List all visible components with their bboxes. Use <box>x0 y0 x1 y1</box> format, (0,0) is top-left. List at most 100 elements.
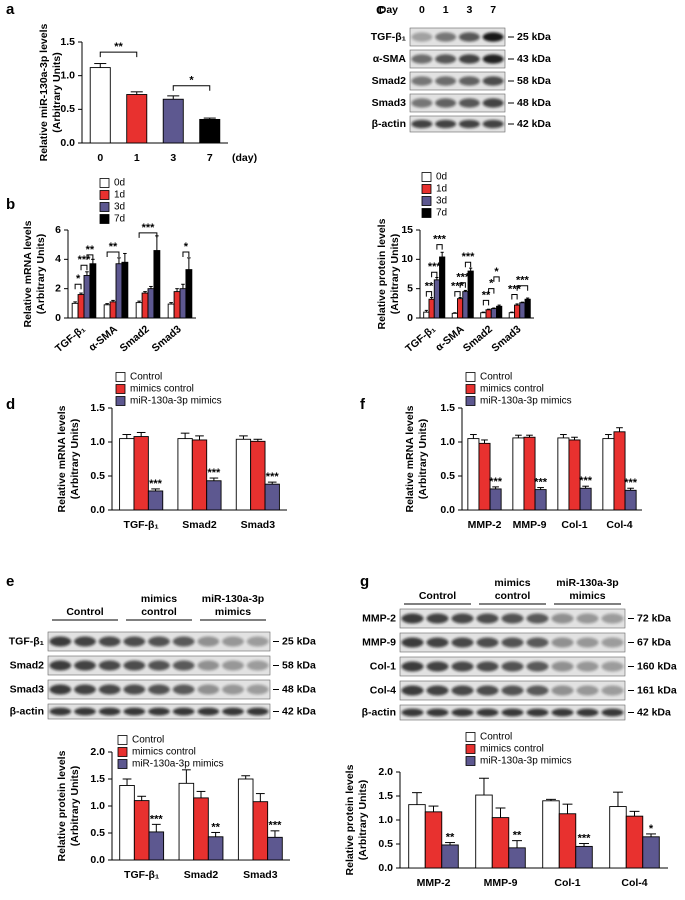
blot-band <box>426 613 449 624</box>
bar <box>77 294 85 319</box>
blot-band <box>576 661 599 672</box>
bar <box>575 845 593 869</box>
x-tick-label: α-SMA <box>86 323 120 354</box>
blot-strip <box>409 49 506 69</box>
blot-band <box>98 636 121 647</box>
blot-band <box>401 661 424 672</box>
blot-band <box>451 685 474 696</box>
legend-label: mimics control <box>480 384 544 395</box>
y-tick-label: 1.0 <box>378 814 393 826</box>
blot-band <box>426 708 449 717</box>
x-tick-label: MMP-9 <box>513 519 547 531</box>
legend-swatch <box>465 384 476 394</box>
bar <box>141 292 149 319</box>
y-axis-label: Relative protein levels <box>376 218 388 329</box>
bar <box>490 308 497 319</box>
bar <box>408 804 426 869</box>
significance: *** <box>428 261 442 273</box>
blot-band <box>482 32 504 42</box>
significance: *** <box>462 251 476 263</box>
legend-swatch <box>99 214 110 224</box>
y-tick-label: 0.0 <box>378 862 393 874</box>
x-tick-label: Col-4 <box>621 877 647 889</box>
group-label: control <box>141 606 177 618</box>
blot-band <box>501 613 524 624</box>
significance: *** <box>516 275 530 287</box>
y-axis-label: Relative protein levels <box>56 750 68 861</box>
blot-band <box>411 98 433 108</box>
bracket <box>80 264 88 271</box>
legend-swatch <box>115 396 126 406</box>
blot-band <box>482 54 504 64</box>
bracket <box>182 251 190 257</box>
significance: *** <box>207 467 221 479</box>
row-label: TGF-β₁ <box>371 31 406 43</box>
blot-band <box>451 708 474 717</box>
blot-band <box>551 637 574 648</box>
bar <box>133 800 150 861</box>
y-tick-label: 1.5 <box>90 402 105 414</box>
y-tick-label: 1.5 <box>90 773 105 785</box>
blot-band <box>451 637 474 648</box>
bar <box>83 275 91 319</box>
significance: * <box>489 278 494 290</box>
y-tick-label: 0.0 <box>90 854 105 866</box>
blot-band <box>411 32 433 42</box>
legend-swatch <box>99 202 110 212</box>
x-tick-label: Smad3 <box>489 323 523 354</box>
significance: *** <box>579 475 593 487</box>
significance: * <box>189 75 194 87</box>
blot-band <box>458 32 480 42</box>
blot-strip <box>409 115 506 133</box>
significance: *** <box>489 476 503 488</box>
row-label: TGF-β₁ <box>9 635 44 647</box>
legend-label: miR-130a-3p mimics <box>480 756 572 767</box>
bracket <box>106 251 120 257</box>
legend-swatch <box>421 172 432 182</box>
size-label: 25 kDa <box>282 635 316 647</box>
y-tick-label: 5 <box>407 282 413 294</box>
y-axis-label: Relative mRNA levels <box>22 220 34 327</box>
bar <box>558 813 577 869</box>
bar <box>451 312 458 319</box>
legend-label: 0d <box>114 178 125 189</box>
blot-band <box>476 637 499 648</box>
bar <box>523 436 536 511</box>
blot-band <box>476 661 499 672</box>
y-tick-label: 0.0 <box>440 504 455 516</box>
x-tick-label: Smad2 <box>461 323 495 354</box>
x-tick-label: MMP-9 <box>484 877 518 889</box>
blot-strip <box>409 93 506 113</box>
bar <box>126 94 148 144</box>
bar <box>252 801 269 861</box>
blot-band <box>426 661 449 672</box>
bar <box>579 487 592 511</box>
blot-band <box>49 684 72 695</box>
legend-swatch <box>465 732 476 742</box>
size-label: 42 kDa <box>517 118 551 130</box>
blot-band <box>246 707 269 716</box>
bar <box>485 309 492 319</box>
size-label: 48 kDa <box>282 683 316 695</box>
y-tick-label: 1.0 <box>440 436 455 448</box>
blot-band <box>148 660 170 671</box>
row-label: β-actin <box>10 705 44 717</box>
y-tick-label: 4 <box>55 253 61 265</box>
legend-swatch <box>421 184 432 194</box>
blot-band <box>49 660 72 671</box>
legend-label: 7d <box>436 208 447 219</box>
panel-letter: c <box>376 1 384 18</box>
y-tick-label: 0.5 <box>90 827 105 839</box>
bar <box>642 836 660 869</box>
blot-band <box>123 707 146 716</box>
row-label: Smad2 <box>372 75 407 87</box>
row-label: Smad2 <box>10 659 45 671</box>
y-axis-label: (Arbitrary Units) <box>69 419 81 500</box>
row-label: Smad3 <box>372 97 407 109</box>
x-tick-label: TGF-β₁ <box>403 323 438 355</box>
y-tick-label: 2.0 <box>378 766 393 778</box>
significance: *** <box>142 222 156 234</box>
bar <box>491 817 510 869</box>
size-label: 25 kDa <box>517 31 551 43</box>
bracket <box>99 51 138 58</box>
